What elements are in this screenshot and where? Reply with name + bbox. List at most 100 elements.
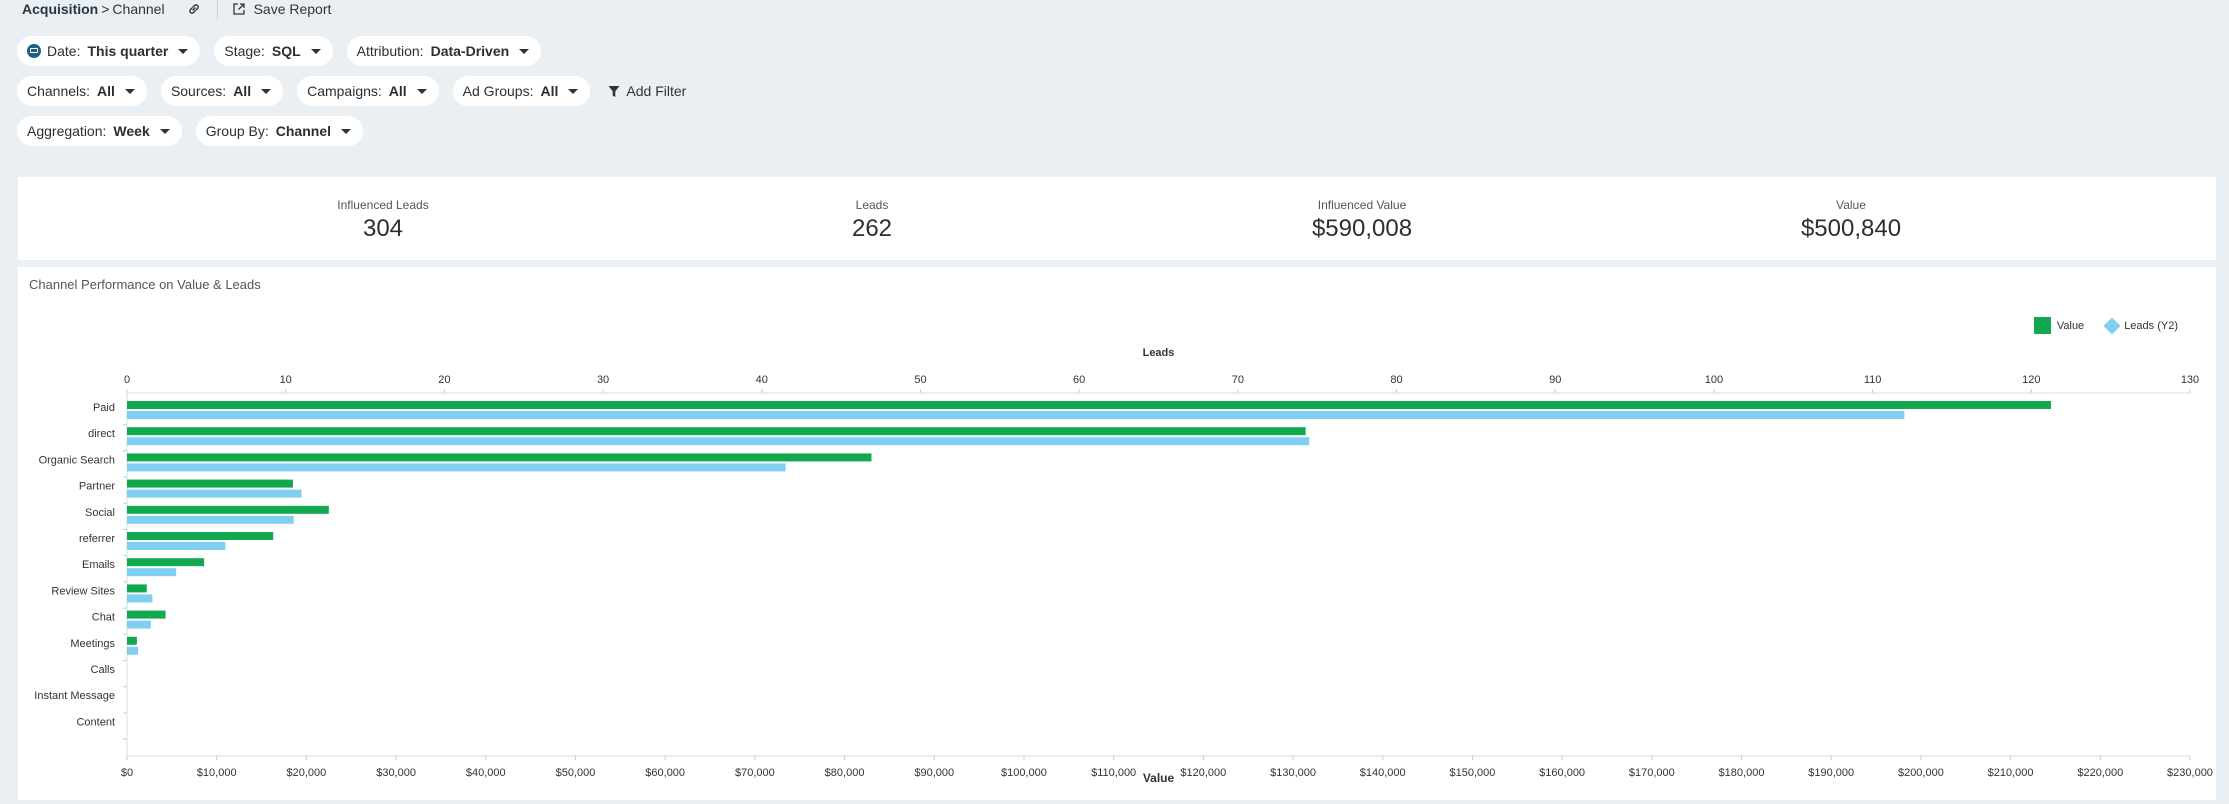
chevron-down-icon <box>341 128 351 134</box>
bar-leads <box>127 463 786 472</box>
chevron-down-icon <box>568 88 579 94</box>
category-label: Instant Message <box>34 690 115 702</box>
kpi-summary-card: Influenced Leads 304 Leads 262 Influence… <box>18 177 2216 260</box>
campaigns-filter-value: All <box>388 83 407 99</box>
bar-value <box>127 610 166 619</box>
add-filter-button[interactable]: Add Filter <box>604 76 690 106</box>
bottom-tick-label: $70,000 <box>735 767 775 779</box>
bottom-tick-label: $20,000 <box>287 767 327 779</box>
legend-label-leads[interactable]: Leads (Y2) <box>2124 319 2178 332</box>
top-tick-label: 40 <box>756 374 768 386</box>
bottom-tick-label: $0 <box>121 767 133 779</box>
top-axis-title: Leads <box>1143 347 1175 359</box>
channels-filter-label: Channels: <box>27 83 91 99</box>
bottom-tick-label: $230,000 <box>2167 767 2213 779</box>
kpi-value: $500,840 <box>1800 215 1902 242</box>
top-tick-label: 80 <box>1390 374 1402 386</box>
date-filter-label: Date: <box>47 43 81 59</box>
channels-filter-value: All <box>97 83 115 99</box>
top-tick-label: 30 <box>597 374 609 386</box>
aggregation-value: Week <box>113 123 150 139</box>
report-header: Acquisition > Channel Save Report <box>22 0 331 19</box>
bottom-tick-label: $90,000 <box>914 767 954 779</box>
breadcrumb-root[interactable]: Acquisition <box>22 1 99 17</box>
group-by-label: Group By: <box>205 123 269 139</box>
top-tick-label: 110 <box>1864 374 1882 386</box>
bar-leads <box>127 620 151 629</box>
category-label: Paid <box>93 402 115 414</box>
date-filter[interactable]: Date: This quarter <box>17 36 201 66</box>
breadcrumb-separator: > <box>101 1 110 17</box>
kpi-value: 262 <box>851 215 893 242</box>
bar-chart: 0 10 20 30 40 50 60 70 80 90 100 110 120 130 Leads $0 $1… <box>34 347 2213 785</box>
kpi-leads: Leads 262 <box>772 177 972 243</box>
filter-icon <box>608 85 620 97</box>
bottom-tick-label: $80,000 <box>825 767 865 779</box>
legend-label-value[interactable]: Value <box>2056 319 2085 332</box>
filter-row-secondary: Channels: All Sources: All Campaigns: Al… <box>17 76 690 106</box>
chevron-down-icon <box>310 48 321 54</box>
kpi-value: $590,008 <box>1311 215 1413 242</box>
category-label: Emails <box>82 559 116 571</box>
filter-row-grouping: Aggregation: Week Group By: Channel <box>17 116 363 146</box>
chevron-down-icon <box>159 128 170 134</box>
top-tick-label: 60 <box>1073 374 1085 386</box>
chevron-down-icon <box>124 88 135 94</box>
sources-filter-label: Sources: <box>170 83 227 99</box>
top-tick-label: 0 <box>124 374 130 386</box>
header-divider <box>216 0 218 19</box>
group-by-select[interactable]: Group By: Channel <box>195 116 363 146</box>
chevron-down-icon <box>416 88 427 94</box>
chevron-down-icon <box>519 48 530 54</box>
kpi-label: Value <box>1836 198 1866 212</box>
campaigns-filter[interactable]: Campaigns: All <box>297 76 439 106</box>
bar-value <box>127 558 205 567</box>
bar-value <box>127 636 137 645</box>
kpi-influenced-value: Influenced Value $590,008 <box>1262 177 1462 243</box>
category-label: Partner <box>79 481 115 493</box>
export-icon <box>232 3 245 15</box>
bar-leads <box>127 515 294 524</box>
top-tick-label: 50 <box>914 374 926 386</box>
bottom-tick-label: $150,000 <box>1449 767 1495 779</box>
bar-leads <box>127 568 177 577</box>
ad-groups-filter-value: All <box>540 83 559 99</box>
category-label: Social <box>85 507 115 519</box>
top-tick-label: 20 <box>438 374 450 386</box>
bottom-tick-label: $160,000 <box>1539 767 1585 779</box>
kpi-label: Influenced Value <box>1317 198 1407 212</box>
bottom-axis-title: Value <box>1143 771 1175 785</box>
link-icon[interactable] <box>187 2 201 16</box>
bottom-tick-label: $190,000 <box>1808 767 1854 779</box>
add-filter-label: Add Filter <box>626 83 687 99</box>
campaigns-filter-label: Campaigns: <box>307 83 382 99</box>
stage-filter[interactable]: Stage: SQL <box>214 36 333 66</box>
attribution-filter-value: Data-Driven <box>430 43 510 59</box>
bottom-tick-label: $140,000 <box>1360 767 1406 779</box>
chevron-down-icon <box>178 48 189 54</box>
bottom-tick-label: $110,000 <box>1091 767 1136 779</box>
sources-filter[interactable]: Sources: All <box>160 76 284 106</box>
category-label: Review Sites <box>51 585 115 597</box>
bar-leads <box>127 646 139 655</box>
top-tick-label: 130 <box>2181 374 2199 386</box>
kpi-label: Influenced Leads <box>337 198 429 212</box>
bottom-tick-label: $40,000 <box>466 767 506 779</box>
sources-filter-value: All <box>233 83 252 99</box>
save-report-button[interactable]: Save Report <box>232 1 331 17</box>
category-label: referrer <box>79 533 115 545</box>
chart-legend: Value Leads (Y2) <box>2033 317 2178 334</box>
category-label: Meetings <box>70 638 115 650</box>
bar-leads <box>127 411 1905 419</box>
attribution-filter[interactable]: Attribution: Data-Driven <box>346 36 542 66</box>
aggregation-select[interactable]: Aggregation: Week <box>17 116 182 146</box>
category-label: Organic Search <box>39 454 115 466</box>
channels-filter[interactable]: Channels: All <box>17 76 147 106</box>
bottom-tick-label: $130,000 <box>1270 767 1316 779</box>
aggregation-label: Aggregation: <box>27 123 107 139</box>
filter-row-primary: Date: This quarter Stage: SQL Attributio… <box>17 36 542 66</box>
bottom-tick-label: $60,000 <box>645 767 685 779</box>
attribution-filter-label: Attribution: <box>356 43 424 59</box>
stage-filter-label: Stage: <box>224 43 265 59</box>
ad-groups-filter[interactable]: Ad Groups: All <box>452 76 591 106</box>
